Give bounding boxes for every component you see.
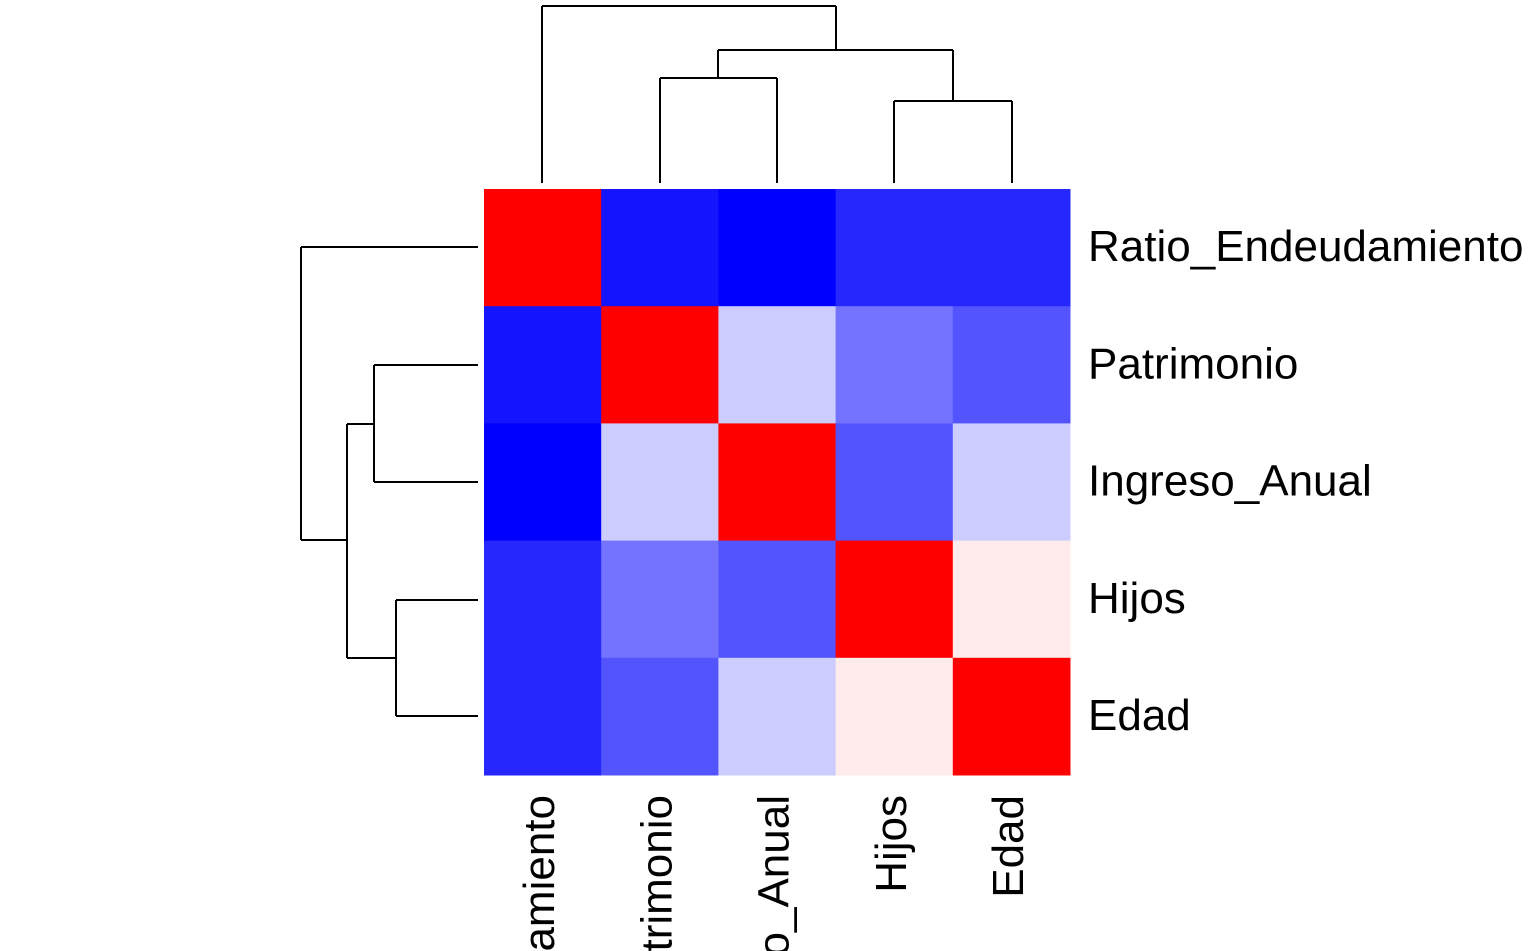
heatmap-cell	[952, 540, 1071, 659]
row-label: Ratio_Endeudamiento	[1088, 222, 1523, 271]
column-label: Ratio_Endeudamiento	[515, 795, 564, 951]
heatmap-cell	[484, 540, 602, 659]
heatmap-cell	[718, 189, 837, 307]
heatmap-cell	[835, 189, 954, 307]
heatmap-cell	[835, 423, 954, 542]
heatmap-cell	[835, 306, 954, 424]
column-dendrogram	[541, 5, 1013, 183]
heatmap-cell	[718, 657, 837, 776]
heatmap-cell	[718, 540, 837, 659]
heatmap-cell	[835, 540, 954, 659]
heatmap-cell	[718, 423, 837, 542]
heatmap-cell	[952, 423, 1071, 542]
row-dendrogram	[300, 246, 478, 717]
heatmap-cell	[601, 189, 719, 307]
heatmap-cell	[601, 540, 719, 659]
heatmap-cell	[952, 189, 1071, 307]
heatmap-cell	[601, 423, 719, 542]
heatmap-cell	[835, 657, 954, 776]
heatmap-cell	[601, 306, 719, 424]
heatmap-cell	[718, 306, 837, 424]
heatmap-cell	[484, 423, 602, 542]
column-label: Patrimonio	[632, 795, 681, 951]
column-label: Edad	[984, 795, 1033, 898]
row-label: Patrimonio	[1088, 339, 1298, 388]
heatmap-cell	[601, 657, 719, 776]
heatmap-cell	[484, 306, 602, 424]
column-label: Hijos	[867, 795, 916, 893]
heatmap-cell	[484, 657, 602, 776]
column-label: Ingreso_Anual	[750, 795, 799, 951]
heatmap-cell	[952, 306, 1071, 424]
heatmap-cell	[484, 189, 602, 307]
row-label: Edad	[1088, 691, 1191, 740]
row-label: Hijos	[1088, 574, 1186, 623]
heatmap-cell	[952, 657, 1071, 776]
row-label: Ingreso_Anual	[1088, 457, 1372, 506]
